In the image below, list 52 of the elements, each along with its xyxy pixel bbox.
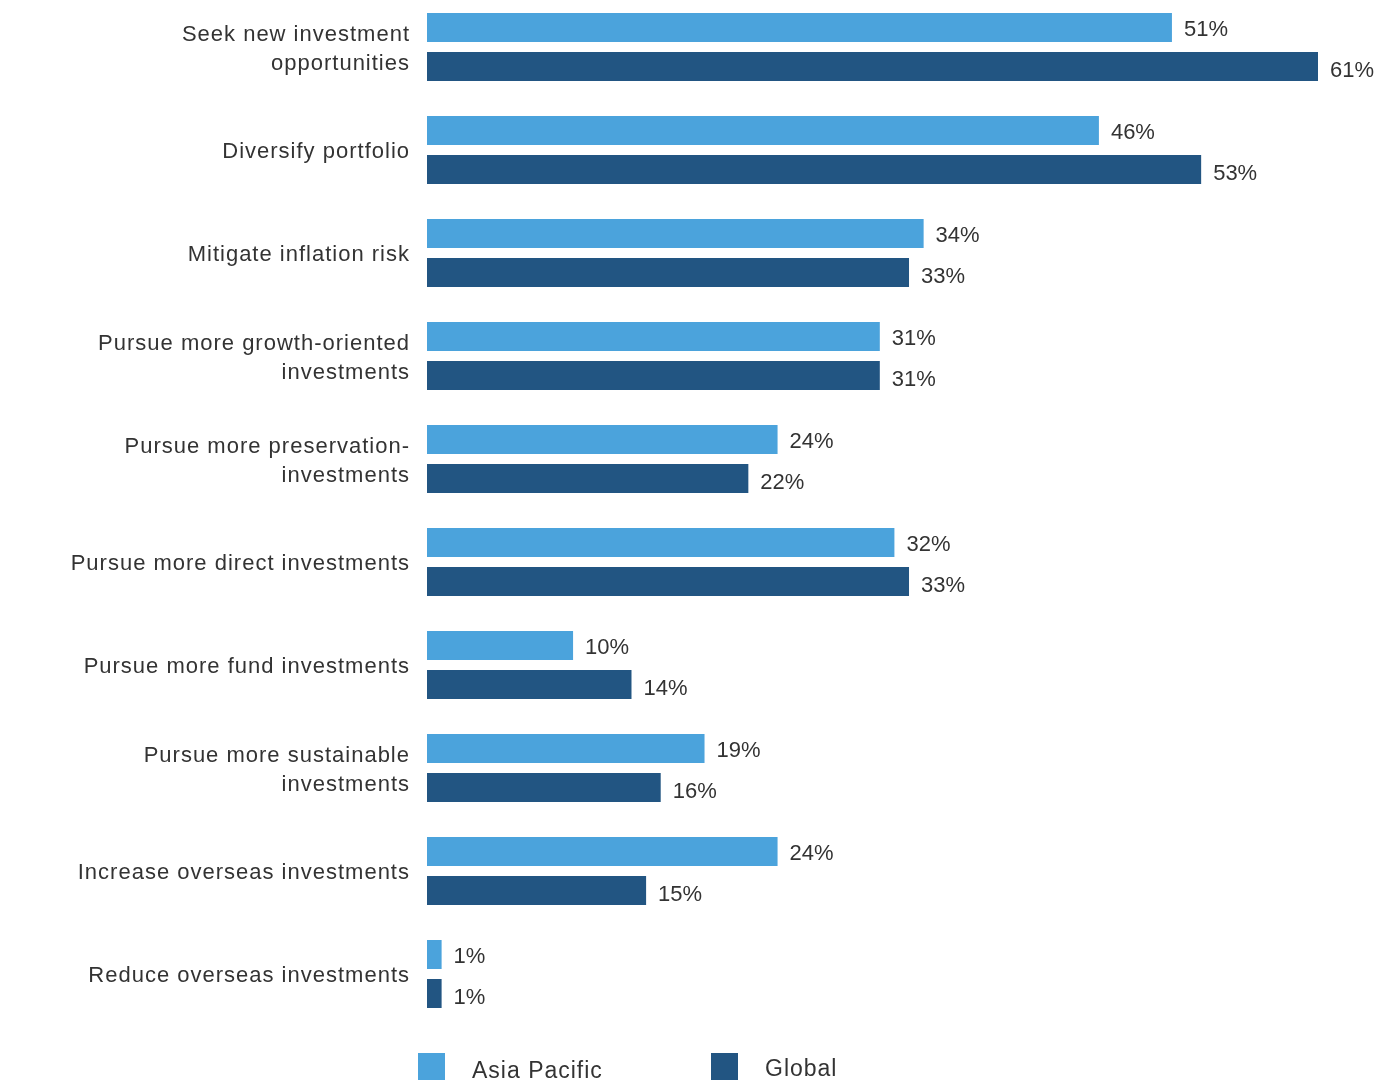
data-label: 31% — [891, 365, 936, 391]
data-label: 1% — [453, 942, 486, 968]
bar — [427, 837, 778, 866]
bar — [427, 979, 442, 1008]
bar — [427, 773, 661, 802]
bar — [427, 567, 910, 596]
bar — [427, 13, 1172, 42]
data-label: 51% — [1183, 15, 1228, 41]
data-label: 10% — [585, 633, 630, 659]
data-label: 61% — [1330, 56, 1375, 82]
bar — [427, 876, 647, 905]
bar — [427, 322, 880, 351]
bar — [427, 52, 1318, 81]
data-label: 14% — [643, 674, 688, 700]
data-label: 24% — [789, 427, 834, 453]
bar — [427, 116, 1099, 145]
y-tick-label: Pursue more sustainable investments — [143, 741, 410, 796]
y-tick-label: Pursue more fund investments — [83, 653, 410, 678]
legend-label: Global — [765, 1055, 838, 1081]
y-tick-label: Seek new investment opportunities — [181, 20, 410, 75]
data-label: 16% — [672, 777, 717, 803]
data-label: 1% — [453, 983, 486, 1009]
bar — [427, 528, 895, 557]
y-tick-label: Pursue more direct investments — [70, 550, 410, 575]
data-label: 32% — [906, 530, 951, 556]
data-label: 24% — [789, 839, 834, 865]
bar — [427, 940, 442, 969]
bar — [427, 464, 749, 493]
y-tick-label: Pursue more preservation- investments — [124, 432, 410, 487]
data-label: 15% — [658, 880, 703, 906]
y-tick-label: Diversify portfolio — [222, 138, 410, 163]
bar — [427, 361, 880, 390]
y-tick-label: Increase overseas investments — [77, 859, 410, 884]
data-label: 46% — [1110, 118, 1155, 144]
data-label: 53% — [1213, 159, 1258, 185]
legend-label: Asia Pacific — [472, 1057, 603, 1082]
data-label: 33% — [921, 262, 966, 288]
data-label: 34% — [935, 221, 980, 247]
data-label: 22% — [760, 468, 805, 494]
data-label: 33% — [921, 571, 966, 597]
bar — [427, 425, 778, 454]
bar — [427, 258, 910, 287]
bar — [427, 631, 574, 660]
bar — [427, 219, 924, 248]
data-label: 19% — [716, 736, 761, 762]
data-label: 31% — [891, 324, 936, 350]
bar — [427, 155, 1202, 184]
bar — [427, 670, 632, 699]
y-tick-label: Mitigate inflation risk — [187, 241, 410, 266]
bar — [427, 734, 705, 763]
y-tick-label: Pursue more growth-oriented investments — [98, 329, 410, 384]
y-tick-label: Reduce overseas investments — [88, 962, 410, 987]
